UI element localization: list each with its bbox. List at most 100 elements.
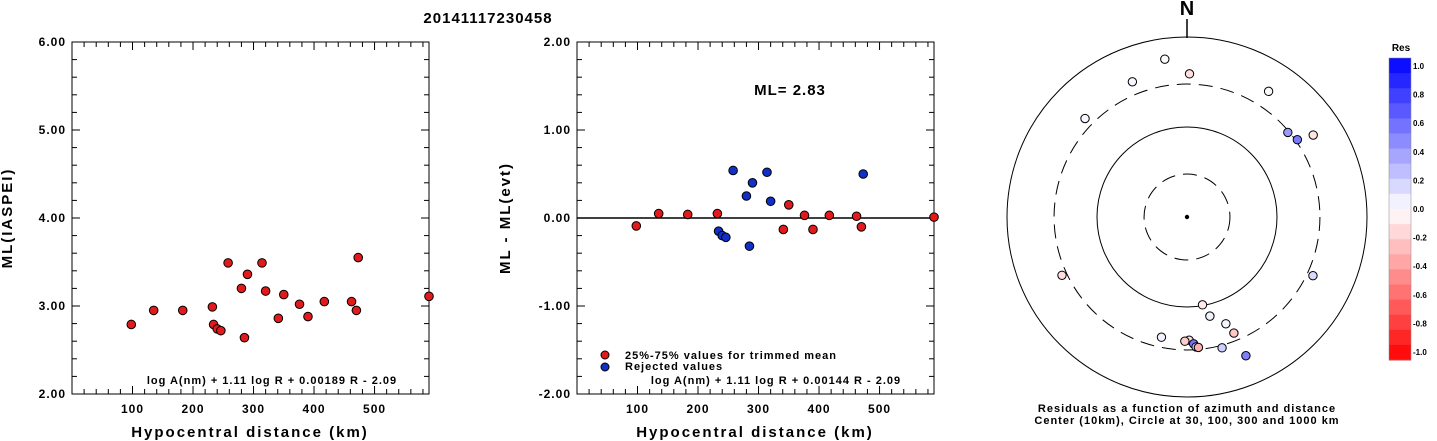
y-tick-label: 0.00 <box>544 211 571 225</box>
y-tick-label: 2.00 <box>544 35 571 49</box>
x-tick-label: 300 <box>747 402 770 416</box>
y-tick-labels: 2.00 3.00 4.00 5.00 6.00 <box>39 35 66 401</box>
data-point <box>236 283 247 294</box>
legend-marker-trimmed <box>600 350 610 360</box>
legend-label-trimmed: 25%-75% values for trimmed mean <box>625 350 837 362</box>
distance-rings <box>1006 36 1368 398</box>
x-tick-label: 200 <box>182 402 205 416</box>
colorbar-tick-label: -0.2 <box>1413 234 1427 243</box>
station-point <box>1292 135 1303 145</box>
data-point <box>353 252 364 263</box>
data-point <box>858 169 869 179</box>
caption-line-1: Residuals as a function of azimuth and d… <box>1038 403 1336 415</box>
colorbar-tick-label: -0.8 <box>1413 319 1427 328</box>
colorbar-cell <box>1389 178 1411 195</box>
y-tick-label: 3.00 <box>39 299 66 313</box>
station-point <box>1308 271 1318 281</box>
data-point <box>929 212 939 222</box>
caption-line-2: Center (10km), Circle at 30, 100, 300 an… <box>1034 415 1339 427</box>
data-point <box>294 299 305 310</box>
station-point <box>1263 86 1274 97</box>
colorbar-cell <box>1389 344 1411 361</box>
station-point <box>1127 77 1138 87</box>
data-point <box>765 196 776 207</box>
colorbar-cell <box>1389 88 1411 104</box>
y-tick-label: 2.00 <box>39 387 66 401</box>
data-point <box>351 305 362 316</box>
colorbar-tick-label: 0.2 <box>1413 176 1425 185</box>
data-point <box>824 210 835 221</box>
data-point <box>424 291 434 302</box>
station-point <box>1308 130 1318 140</box>
data-point <box>799 210 810 221</box>
data-point <box>207 302 218 312</box>
data-point <box>856 222 867 232</box>
data-point <box>778 224 789 235</box>
colorbar-cell <box>1389 58 1411 74</box>
colorbar-cell <box>1389 284 1411 301</box>
station-point <box>1283 127 1293 138</box>
colorbar-cell <box>1389 133 1411 150</box>
x-tick-labels: 100 200 300 400 500 <box>626 402 890 416</box>
north-label: N <box>1180 0 1194 20</box>
data-point <box>273 313 284 324</box>
legend-label-rejected: Rejected values <box>625 361 723 373</box>
colorbar-cell <box>1389 118 1411 134</box>
y-tick-label: 6.00 <box>39 35 66 49</box>
y-tick-label: 4.00 <box>39 211 66 225</box>
axis-ticks <box>72 41 429 395</box>
colorbar-cell <box>1389 163 1411 180</box>
station-point <box>1217 343 1227 353</box>
colorbar-cell <box>1389 103 1411 119</box>
data-point <box>653 208 664 219</box>
station-point <box>1156 332 1167 342</box>
data-point <box>319 296 330 307</box>
residual-vs-distance-chart: -2.00 -1.00 0.00 1.00 2.00 100 200 300 400 500 M… <box>497 35 939 441</box>
magnitude-vs-distance-chart: 2.00 3.00 4.00 5.00 6.00 100 200 300 400 500 ML(… <box>0 35 434 441</box>
formula-annotation: log A(nm) + 1.11 log R + 0.00189 R - 2.0… <box>147 375 397 387</box>
x-tick-label: 400 <box>303 402 326 416</box>
data-point <box>721 232 731 243</box>
data-point <box>303 311 313 322</box>
y-tick-labels: -2.00 -1.00 0.00 1.00 2.00 <box>539 35 571 401</box>
x-axis-label: Hypocentral distance (km) <box>131 424 369 441</box>
station-point <box>1193 342 1204 353</box>
distance-ring <box>1006 36 1368 398</box>
center-epicenter-marker <box>1184 214 1190 220</box>
x-tick-label: 200 <box>687 402 710 416</box>
colorbar-tick-label: -1.0 <box>1413 348 1427 357</box>
station-point <box>1184 69 1195 79</box>
colorbar-cell <box>1389 193 1411 210</box>
y-axis-label: ML(IASPEI) <box>0 168 16 269</box>
colorbar-cells <box>1388 57 1412 361</box>
data-point <box>851 211 862 222</box>
data-point <box>808 224 818 235</box>
x-tick-label: 100 <box>121 402 144 416</box>
colorbar-title: Res <box>1392 43 1411 54</box>
data-points <box>631 165 939 251</box>
axis-ticks <box>577 41 934 395</box>
colorbar-cell <box>1389 73 1411 89</box>
distance-ring <box>1053 83 1321 351</box>
page-title: 20141117230458 <box>423 10 552 27</box>
data-point <box>631 221 642 231</box>
data-point <box>278 289 289 300</box>
colorbar-cell <box>1389 299 1411 316</box>
station-point <box>1241 351 1251 361</box>
colorbar-tick-label: 0.0 <box>1413 205 1425 214</box>
data-point <box>260 286 271 296</box>
station-points <box>1057 54 1318 361</box>
distance-ring <box>1143 173 1231 261</box>
data-point <box>126 319 137 330</box>
data-points <box>126 252 434 343</box>
station-point <box>1080 113 1090 124</box>
data-point <box>747 178 758 188</box>
residual-colorbar: Res 1.0 0.8 0.6 0.4 0.2 0.0 -0.2 -0.4 -0.6 -0.8 -1… <box>1388 43 1427 361</box>
legend-marker-rejected <box>600 362 610 372</box>
colorbar-tick-labels: 1.0 0.8 0.6 0.4 0.2 0.0 -0.2 -0.4 -0.6 -0.8 -1.0 <box>1413 62 1427 357</box>
data-point <box>239 332 250 343</box>
data-point <box>216 325 226 336</box>
y-tick-label: 1.00 <box>544 123 571 137</box>
colorbar-cell <box>1389 148 1411 165</box>
colorbar-cell <box>1389 314 1411 331</box>
